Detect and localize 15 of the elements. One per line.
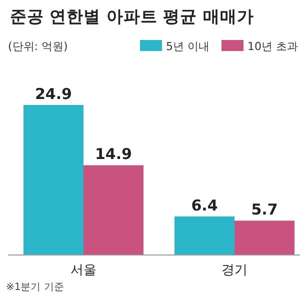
data-label: 14.9 (94, 145, 132, 164)
bar (24, 105, 84, 255)
data-label: 6.4 (191, 196, 218, 214)
bar (84, 165, 144, 255)
x-tick-label: 서울 (70, 263, 96, 278)
legend-label: 5년 이내 (166, 40, 210, 53)
bar (174, 216, 234, 255)
text: ※1분기 기준 (6, 282, 64, 293)
bar (234, 220, 294, 255)
x-tick-label: 경기 (222, 263, 248, 278)
legend-label: 10년 초과 (248, 40, 298, 53)
data-label: 24.9 (34, 85, 72, 103)
chart-title: 준공 연한별 아파트 평균 매매가 (10, 7, 254, 26)
data-label: 5.7 (251, 200, 278, 219)
chart-subtitle: (단위: 억원) (8, 40, 68, 53)
